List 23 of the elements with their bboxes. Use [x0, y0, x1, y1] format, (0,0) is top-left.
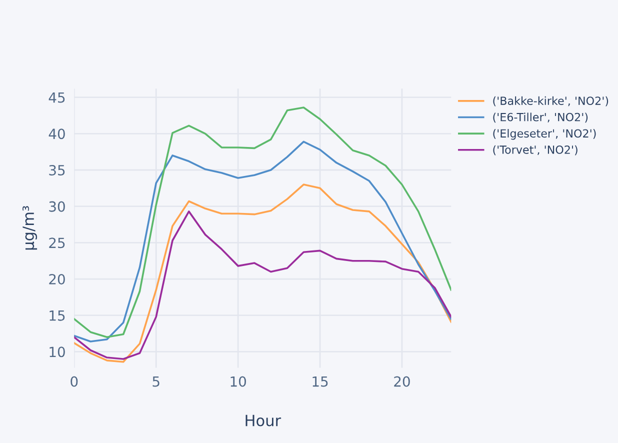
legend-label: ('E6-Tiller', 'NO2') — [493, 112, 588, 123]
line-series — [74, 184, 452, 363]
y-tick-label: 20 — [49, 274, 65, 284]
y-tick-label: 30 — [49, 201, 65, 212]
y-tick-label: 25 — [49, 238, 65, 248]
line-series — [74, 210, 452, 360]
y-tick-label: 15 — [50, 310, 65, 321]
y-tick-label: 45 — [48, 92, 65, 103]
x-tick-label: 0 — [70, 376, 78, 387]
x-tick-label: 5 — [152, 376, 160, 387]
x-tick-label: 20 — [394, 376, 410, 387]
y-tick-label: 40 — [48, 128, 65, 140]
x-tick-label: 10 — [230, 376, 246, 387]
x-axis-title: Hour — [246, 414, 282, 426]
legend-label: ('Elgeseter', 'NO2') — [493, 128, 596, 140]
line-series — [74, 140, 452, 342]
y-tick-label: 35 — [49, 164, 65, 176]
x-tick-label: 15 — [312, 376, 328, 387]
y-tick-label: 10 — [50, 346, 65, 358]
y-axis-title: µg/m³ — [22, 206, 38, 250]
legend-label: ('Torvet', 'NO2') — [493, 145, 578, 156]
legend-label: ('Bakke-kirke', 'NO2') — [493, 96, 608, 106]
line-series — [74, 106, 452, 338]
